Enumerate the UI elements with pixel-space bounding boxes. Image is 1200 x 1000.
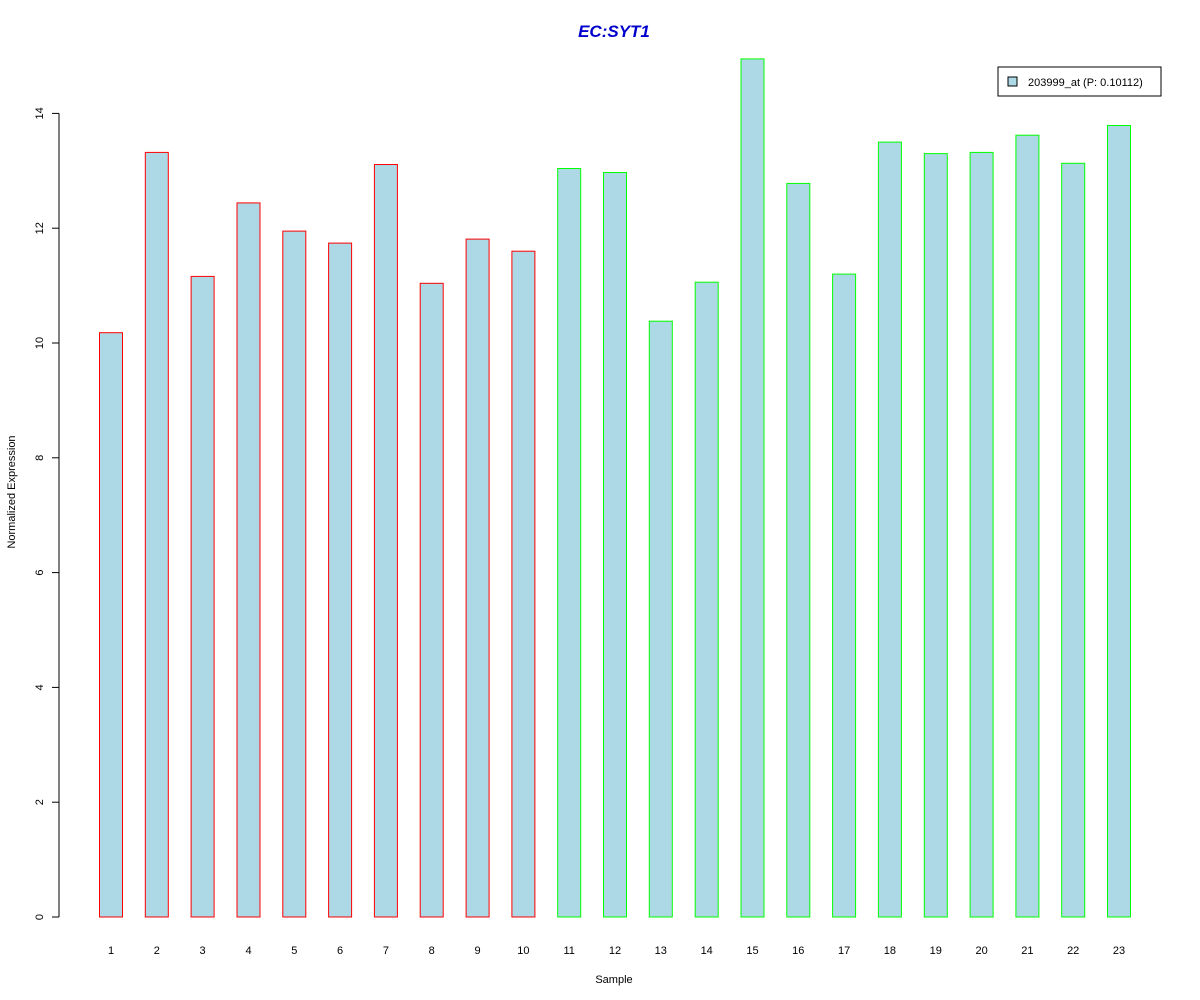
x-tick-label-22: 22 xyxy=(1067,945,1079,957)
legend-swatch xyxy=(1007,76,1018,87)
chart-title: EC:SYT1 xyxy=(578,22,650,41)
bar-sample-17 xyxy=(832,273,857,918)
x-axis-title: Sample xyxy=(595,974,632,986)
y-tick-label-0: 0 xyxy=(34,914,46,920)
x-tick-label-2: 2 xyxy=(154,945,160,957)
x-tick-label-1: 1 xyxy=(108,945,114,957)
x-tick-label-18: 18 xyxy=(884,945,896,957)
bar-sample-5 xyxy=(282,230,307,918)
x-tick-label-17: 17 xyxy=(838,945,850,957)
y-tick-label-6: 6 xyxy=(34,570,46,576)
legend-label: 203999_at (P: 0.10112) xyxy=(1028,77,1143,89)
x-tick-label-11: 11 xyxy=(563,945,574,957)
bar-sample-13 xyxy=(648,320,673,918)
x-tick-label-23: 23 xyxy=(1113,945,1125,957)
x-tick-label-4: 4 xyxy=(245,945,251,957)
bar-sample-8 xyxy=(419,282,444,918)
bar-sample-2 xyxy=(144,151,169,918)
y-tick-label-4: 4 xyxy=(34,684,46,690)
x-tick-label-5: 5 xyxy=(291,945,297,957)
bar-sample-15 xyxy=(740,58,765,918)
x-tick-label-8: 8 xyxy=(429,945,435,957)
bar-sample-19 xyxy=(923,153,948,918)
bar-sample-14 xyxy=(694,281,719,918)
y-tick-label-2: 2 xyxy=(34,799,46,805)
bar-sample-23 xyxy=(1107,125,1131,918)
x-tick-label-6: 6 xyxy=(337,945,343,957)
bars-group xyxy=(99,58,1131,918)
x-tick-label-9: 9 xyxy=(475,945,481,957)
x-tick-label-12: 12 xyxy=(609,945,621,957)
bar-sample-22 xyxy=(1061,162,1086,918)
x-tick-label-7: 7 xyxy=(383,945,389,957)
bar-sample-11 xyxy=(557,168,582,918)
y-tick-label-14: 14 xyxy=(34,107,46,119)
x-tick-labels: 1 2 3 4 5 6 7 8 9 10 11 12 13 14 15 16 17 18 19 20 21 22 23 xyxy=(108,945,1125,957)
bar-sample-20 xyxy=(969,151,994,918)
x-tick-label-21: 21 xyxy=(1021,945,1033,957)
y-axis-title: Normalized Expression xyxy=(6,435,18,548)
x-tick-label-16: 16 xyxy=(792,945,804,957)
x-tick-label-13: 13 xyxy=(655,945,667,957)
y-tick-label-8: 8 xyxy=(34,455,46,461)
y-axis: 0 2 4 6 8 10 12 14 xyxy=(34,107,60,920)
bar-sample-3 xyxy=(190,275,215,918)
bar-sample-16 xyxy=(786,182,811,918)
bar-sample-4 xyxy=(236,202,261,918)
bar-sample-1 xyxy=(99,332,123,918)
legend: 203999_at (P: 0.10112) xyxy=(997,66,1162,97)
x-tick-label-3: 3 xyxy=(200,945,206,957)
bar-sample-7 xyxy=(373,164,398,918)
legend-box xyxy=(997,66,1162,97)
y-tick-label-10: 10 xyxy=(34,337,46,349)
x-tick-label-10: 10 xyxy=(517,945,529,957)
bar-sample-10 xyxy=(511,250,536,918)
x-tick-label-20: 20 xyxy=(975,945,987,957)
bar-sample-9 xyxy=(465,238,490,918)
x-tick-label-15: 15 xyxy=(746,945,758,957)
bar-sample-21 xyxy=(1015,134,1040,918)
x-tick-label-14: 14 xyxy=(701,945,713,957)
bar-sample-18 xyxy=(877,141,902,918)
bar-sample-12 xyxy=(603,172,627,918)
bar-sample-6 xyxy=(328,242,353,918)
y-tick-label-12: 12 xyxy=(34,222,46,234)
x-tick-label-19: 19 xyxy=(930,945,942,957)
